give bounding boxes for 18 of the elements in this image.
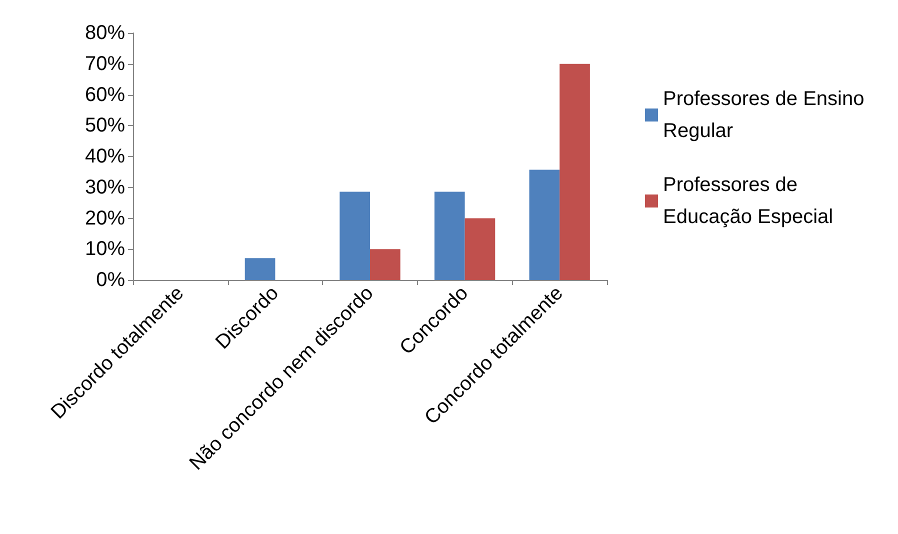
y-tick-label: 0% — [96, 269, 126, 291]
bar — [434, 192, 465, 280]
bar — [529, 170, 560, 280]
bar — [370, 249, 400, 280]
bar — [244, 258, 276, 280]
y-tick-label: 60% — [84, 84, 126, 106]
legend-label: Professores de Ensino Regular — [663, 88, 870, 142]
y-tick-label: 20% — [84, 207, 126, 230]
y-tick-label: 40% — [84, 146, 126, 168]
bar — [464, 218, 496, 280]
legend-label: Professores de Educação Especial — [663, 174, 834, 228]
y-tick-label: 30% — [84, 176, 126, 198]
bar — [560, 64, 590, 280]
y-tick-label: 10% — [84, 238, 126, 260]
y-tick-label: 70% — [84, 52, 126, 75]
bar — [340, 192, 370, 280]
y-tick-label: 50% — [84, 114, 126, 137]
y-tick-label: 80% — [84, 22, 126, 44]
